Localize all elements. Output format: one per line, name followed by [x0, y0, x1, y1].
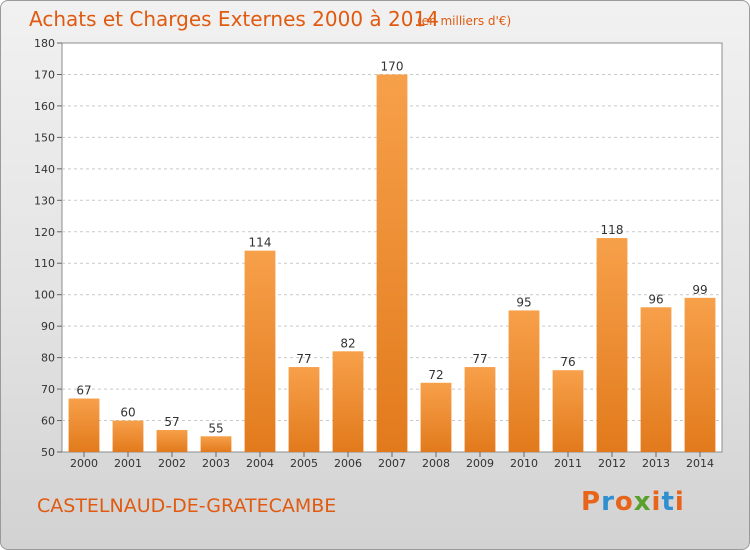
- data-label-2012: 118: [601, 223, 624, 237]
- y-tick-label: 90: [41, 320, 55, 333]
- bar-2010: [508, 310, 540, 452]
- bar-2012: [596, 238, 628, 452]
- x-tick-label-2000: 2000: [70, 457, 98, 470]
- y-tick-label: 100: [34, 289, 55, 302]
- bar-2004: [244, 250, 276, 452]
- proxiti-logo[interactable]: Proxiti: [581, 487, 685, 517]
- data-label-2003: 55: [208, 421, 223, 435]
- x-tick-label-2002: 2002: [158, 457, 186, 470]
- y-tick-label: 120: [34, 226, 55, 239]
- y-tick-label: 80: [41, 352, 55, 365]
- data-label-2008: 72: [428, 368, 443, 382]
- bar-2000: [68, 398, 100, 452]
- data-label-2001: 60: [120, 406, 135, 420]
- data-label-2009: 77: [472, 352, 487, 366]
- x-tick-label-2009: 2009: [466, 457, 494, 470]
- data-label-2006: 82: [340, 336, 355, 350]
- bar-2008: [420, 382, 452, 452]
- x-tick-label-2005: 2005: [290, 457, 318, 470]
- x-tick-label-2008: 2008: [422, 457, 450, 470]
- y-tick-label: 70: [41, 383, 55, 396]
- data-label-2014: 99: [692, 283, 707, 297]
- data-label-2005: 77: [296, 352, 311, 366]
- data-label-2010: 95: [516, 295, 531, 309]
- y-tick-label: 170: [34, 68, 55, 81]
- y-tick-label: 150: [34, 131, 55, 144]
- bar-2001: [112, 420, 144, 452]
- logo-letter: i: [674, 487, 685, 517]
- bar-2011: [552, 370, 584, 452]
- y-tick-label: 60: [41, 415, 55, 428]
- x-tick-label-2007: 2007: [378, 457, 406, 470]
- x-tick-label-2001: 2001: [114, 457, 142, 470]
- logo-letter: t: [661, 487, 675, 517]
- bar-2007: [376, 74, 408, 452]
- data-label-2000: 67: [76, 384, 91, 398]
- bar-2014: [684, 297, 716, 452]
- logo-letter: i: [651, 487, 662, 517]
- y-tick-label: 160: [34, 100, 55, 113]
- logo-letter: x: [633, 487, 652, 517]
- logo-letter: P: [581, 487, 602, 517]
- data-label-2013: 96: [648, 292, 663, 306]
- x-tick-label-2006: 2006: [334, 457, 362, 470]
- data-label-2004: 114: [249, 236, 272, 250]
- data-label-2002: 57: [164, 415, 179, 429]
- x-tick-label-2012: 2012: [598, 457, 626, 470]
- x-tick-label-2014: 2014: [686, 457, 714, 470]
- commune-name: CASTELNAUD-DE-GRATECAMBE: [37, 495, 337, 517]
- data-label-2011: 76: [560, 355, 575, 369]
- bar-2003: [200, 436, 232, 452]
- x-tick-label-2004: 2004: [246, 457, 274, 470]
- chart-subtitle: (en milliers d'€): [417, 14, 512, 28]
- bar-2009: [464, 367, 496, 452]
- logo-letter: o: [614, 487, 634, 517]
- y-tick-label: 50: [41, 446, 55, 459]
- x-tick-label-2011: 2011: [554, 457, 582, 470]
- bar-2005: [288, 367, 320, 452]
- bar-2006: [332, 351, 364, 452]
- x-tick-label-2003: 2003: [202, 457, 230, 470]
- logo-letter: r: [601, 487, 615, 517]
- y-tick-label: 140: [34, 163, 55, 176]
- bar-2002: [156, 429, 188, 452]
- data-label-2007: 170: [381, 59, 404, 73]
- y-tick-label: 180: [34, 37, 55, 50]
- chart-title: Achats et Charges Externes 2000 à 2014: [29, 7, 439, 31]
- x-tick-label-2013: 2013: [642, 457, 670, 470]
- y-tick-label: 110: [34, 257, 55, 270]
- y-tick-label: 130: [34, 194, 55, 207]
- bar-2013: [640, 307, 672, 452]
- x-tick-label-2010: 2010: [510, 457, 538, 470]
